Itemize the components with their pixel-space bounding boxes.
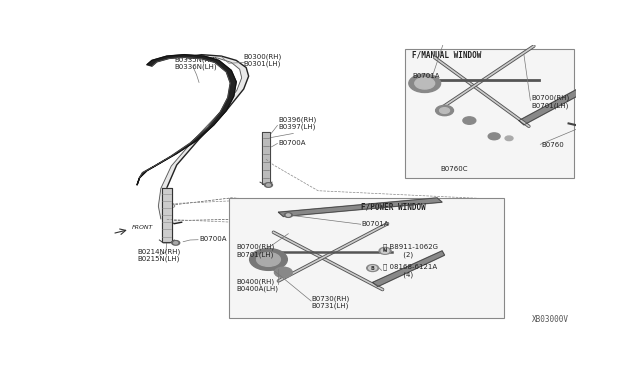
Polygon shape	[158, 55, 249, 224]
Circle shape	[381, 248, 389, 253]
Circle shape	[436, 36, 444, 41]
Circle shape	[436, 105, 454, 116]
Text: B0701A: B0701A	[361, 221, 388, 227]
Circle shape	[440, 108, 449, 113]
Text: B0760C: B0760C	[441, 166, 468, 171]
Polygon shape	[262, 132, 270, 183]
Circle shape	[577, 124, 587, 130]
Text: N: N	[383, 248, 387, 253]
Circle shape	[264, 183, 273, 187]
Text: B0760: B0760	[541, 142, 564, 148]
Circle shape	[266, 184, 271, 186]
Text: B0700A: B0700A	[199, 237, 227, 243]
Text: B0700(RH)
B0701(LH): B0700(RH) B0701(LH)	[531, 95, 570, 109]
Text: B0730(RH)
B0731(LH): B0730(RH) B0731(LH)	[312, 295, 349, 310]
Circle shape	[367, 264, 379, 272]
Polygon shape	[278, 198, 442, 217]
Circle shape	[438, 38, 442, 40]
Circle shape	[379, 247, 391, 254]
Circle shape	[173, 242, 178, 244]
Polygon shape	[137, 55, 236, 185]
Text: F/POWER WINDOW: F/POWER WINDOW	[361, 202, 426, 211]
Text: B0300(RH)
B0301(LH): B0300(RH) B0301(LH)	[244, 54, 282, 67]
Circle shape	[463, 117, 476, 124]
Polygon shape	[162, 188, 172, 242]
Text: Ⓝ B8911-1062G
         (2): Ⓝ B8911-1062G (2)	[383, 244, 438, 258]
Text: B0214N(RH)
B0215N(LH): B0214N(RH) B0215N(LH)	[137, 248, 180, 262]
Circle shape	[505, 136, 513, 141]
Circle shape	[415, 78, 435, 89]
Text: B0700A: B0700A	[278, 140, 306, 145]
Polygon shape	[519, 80, 598, 125]
Text: B: B	[371, 266, 374, 270]
Circle shape	[369, 266, 376, 270]
Bar	[405, 49, 573, 178]
Circle shape	[409, 74, 440, 93]
Circle shape	[488, 133, 500, 140]
Text: FRONT: FRONT	[132, 225, 154, 231]
Circle shape	[250, 248, 287, 270]
Polygon shape	[440, 0, 588, 39]
Polygon shape	[372, 251, 445, 287]
Text: Ⓑ 08168-6121A
         (4): Ⓑ 08168-6121A (4)	[383, 264, 436, 278]
Text: F/MANUAL WINDOW: F/MANUAL WINDOW	[412, 51, 482, 60]
Text: XB03000V: XB03000V	[532, 315, 568, 324]
Text: B0396(RH)
B0397(LH): B0396(RH) B0397(LH)	[278, 116, 317, 131]
Circle shape	[172, 241, 180, 245]
Bar	[229, 198, 504, 318]
Circle shape	[257, 253, 280, 266]
Text: B0400(RH)
B0400A(LH): B0400(RH) B0400A(LH)	[236, 278, 278, 292]
Text: B0335N(RH)
B0336N(LH): B0335N(RH) B0336N(LH)	[174, 56, 218, 70]
Circle shape	[286, 214, 291, 216]
Circle shape	[275, 267, 292, 278]
Text: B0701A: B0701A	[412, 73, 440, 79]
Circle shape	[284, 213, 292, 217]
Text: B0700(RH)
B0701(LH): B0700(RH) B0701(LH)	[236, 244, 275, 258]
